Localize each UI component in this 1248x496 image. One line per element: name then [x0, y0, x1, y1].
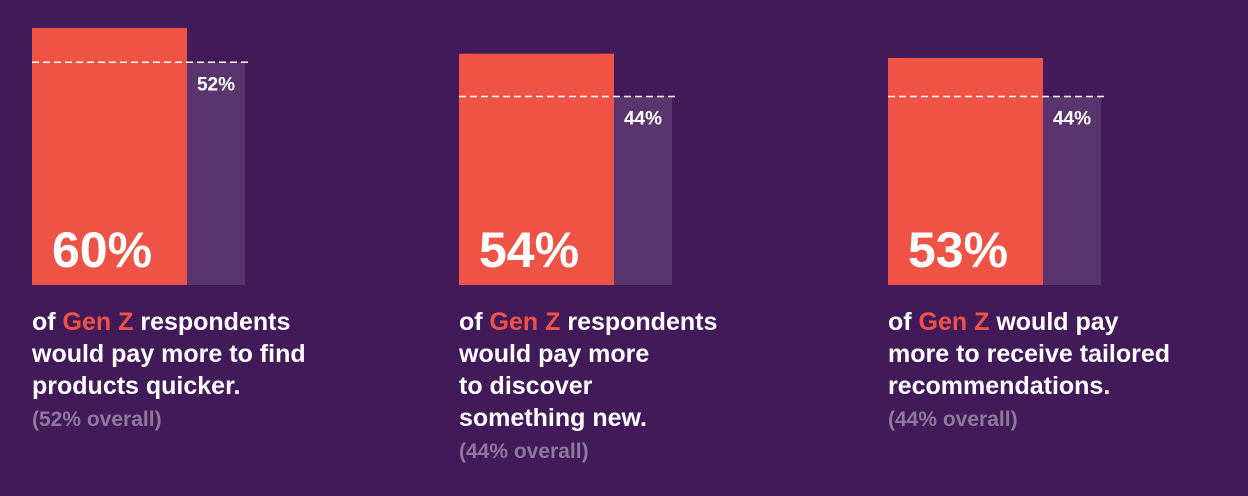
- caption-text: would pay more to find: [32, 340, 306, 368]
- genz-bar: [32, 28, 187, 285]
- caption-text: would pay: [989, 308, 1119, 336]
- overall-note: (44% overall): [888, 408, 1018, 431]
- genz-value-label: 60%: [52, 222, 152, 278]
- caption: of Gen Z would pay more to receive tailor…: [888, 306, 1170, 402]
- overall-value-label: 44%: [624, 109, 662, 130]
- caption-text: respondents: [133, 308, 291, 336]
- caption-text: respondents: [560, 308, 718, 336]
- genz-bar: [459, 53, 614, 286]
- overall-value-label: 44%: [1053, 109, 1091, 130]
- chart-panel-2: 54% 44% of Gen Z respondents would pay more…: [459, 0, 819, 496]
- caption-text: recommendations.: [888, 372, 1111, 400]
- caption-line: of Gen Z respondents: [32, 306, 306, 338]
- caption-text: more to receive tailored: [888, 340, 1171, 368]
- gen-z-highlight: Gen Z: [489, 308, 561, 336]
- caption-line: of Gen Z respondents: [459, 306, 717, 338]
- chart-panel-3: 53% 44% of Gen Z would pay more to receive …: [888, 0, 1248, 496]
- genz-value-label: 53%: [908, 222, 1008, 278]
- overall-bar: [187, 62, 245, 286]
- caption-line: of Gen Z would pay: [888, 306, 1170, 338]
- caption-line: more to receive tailored: [888, 338, 1170, 370]
- genz-value-label: 54%: [479, 222, 579, 278]
- caption-line: something new.: [459, 402, 717, 434]
- caption-line: to discover: [459, 370, 717, 402]
- overall-value-label: 52%: [197, 74, 235, 95]
- bar-chart-svg: 60% 52%: [32, 28, 250, 286]
- overall-bar: [1043, 96, 1101, 286]
- gen-z-highlight: Gen Z: [62, 308, 134, 336]
- caption-text: of: [32, 308, 63, 336]
- caption-line: would pay more to find: [32, 338, 306, 370]
- caption-text: of: [459, 308, 490, 336]
- bar-chart-svg: 53% 44%: [888, 57, 1106, 286]
- gen-z-highlight: Gen Z: [918, 308, 990, 336]
- caption-text: of: [888, 308, 919, 336]
- caption-text: something new.: [459, 404, 647, 432]
- caption-line: recommendations.: [888, 370, 1170, 402]
- caption-text: products quicker.: [32, 372, 241, 400]
- overall-note: (52% overall): [32, 408, 162, 431]
- caption: of Gen Z respondents would pay more to fi…: [32, 306, 306, 402]
- caption: of Gen Z respondents would pay more to dis…: [459, 306, 717, 434]
- caption-line: would pay more: [459, 338, 717, 370]
- overall-bar: [614, 96, 672, 286]
- caption-text: to discover: [459, 372, 593, 400]
- caption-text: would pay more: [459, 340, 650, 368]
- chart-panel-1: 60% 52% of Gen Z respondents would pay more…: [32, 0, 392, 496]
- bar-chart-svg: 54% 44%: [459, 53, 677, 286]
- caption-line: products quicker.: [32, 370, 306, 402]
- overall-note: (44% overall): [459, 440, 589, 463]
